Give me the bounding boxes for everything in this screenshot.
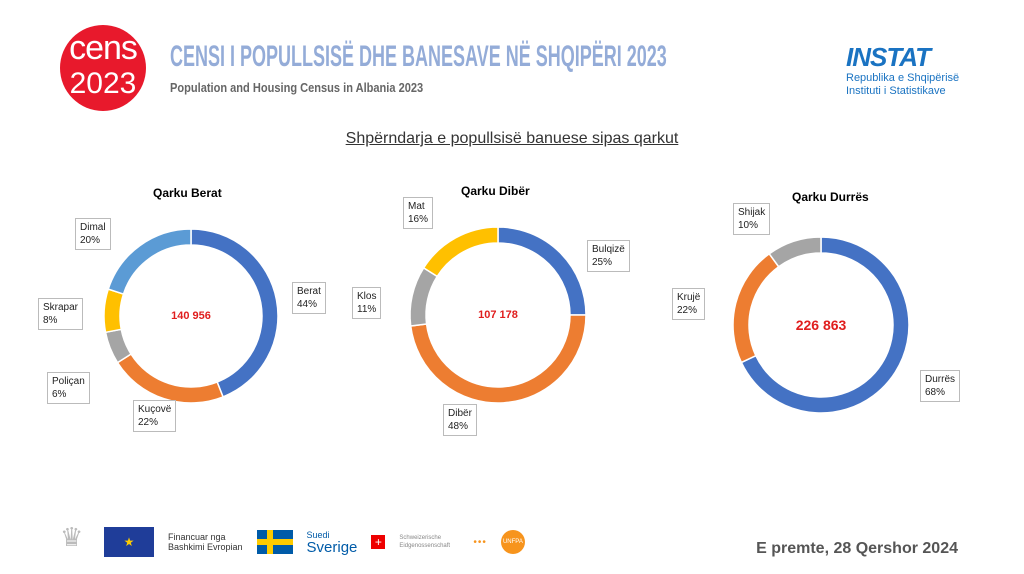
slice-percent: 8% xyxy=(43,315,58,326)
header-subtitle: Population and Housing Census in Albania… xyxy=(170,80,424,95)
slice-name: Poliçan xyxy=(52,376,85,387)
partner-logos: ♛ ★ Financuar nga Bashkimi Evropian Suedi… xyxy=(60,522,525,562)
slice-label: Mat 16% xyxy=(403,197,434,229)
instat-line2: Instituti i Statistikave xyxy=(846,85,946,97)
donut-slice-mat xyxy=(422,226,499,278)
chart-title: Qarku Berat xyxy=(153,186,222,200)
eu-text-line1: Financuar nga xyxy=(168,532,226,542)
slice-label: Shijak 10% xyxy=(733,203,771,235)
donut-slice-dimal xyxy=(107,228,192,296)
instat-name: INSTAT xyxy=(846,42,931,72)
donut-slice-kuçovë xyxy=(116,353,225,404)
donut-slice-krujë xyxy=(732,252,780,364)
slice-label: Krujë 22% xyxy=(672,288,706,320)
slice-name: Krujë xyxy=(677,292,701,303)
slice-name: Durrës xyxy=(925,374,956,385)
slice-percent: 25% xyxy=(592,257,613,268)
logo-year: 2023 xyxy=(69,67,137,100)
slice-name: Klos xyxy=(357,291,377,302)
unfpa-logo: UNFPA xyxy=(500,530,525,554)
slice-name: Shijak xyxy=(738,207,766,218)
slice-label: Dibër 48% xyxy=(443,404,477,436)
chart-total: 140 956 xyxy=(171,310,211,322)
slice-label: Bulqizë 25% xyxy=(587,240,630,272)
donut-slice-durrës xyxy=(740,236,910,414)
header-title: CENSI I POPULLSISË DHE BANESAVE NË SHQIP… xyxy=(170,40,667,73)
swiss-flag-icon: + xyxy=(371,535,386,549)
slice-percent: 16% xyxy=(408,214,429,225)
logo-text: cens xyxy=(69,29,138,67)
unfpa-dots-icon: ••• xyxy=(473,536,487,548)
eu-text: Financuar nga Bashkimi Evropian xyxy=(168,532,243,552)
instat-line1: Republika e Shqipërisë xyxy=(846,72,960,84)
sweden-text: Suedi Sverige xyxy=(307,530,358,555)
slice-percent: 22% xyxy=(677,305,698,316)
cens-logo: cens 2023 xyxy=(60,25,146,111)
chart-total: 226 863 xyxy=(795,317,847,333)
main-title-text: Shpërndarja e popullsisë banuese sipas q… xyxy=(345,130,679,147)
donut-slice-bulqizë xyxy=(497,226,587,316)
eu-flag-icon: ★ xyxy=(104,527,154,557)
slice-label: Durrës 68% xyxy=(920,370,961,402)
slice-percent: 11% xyxy=(357,304,377,315)
slice-label: Dimal 20% xyxy=(75,218,111,250)
sweden-flag-icon xyxy=(256,530,293,554)
slice-percent: 68% xyxy=(925,387,946,398)
eu-text-line2: Bashkimi Evropian xyxy=(168,542,243,552)
slice-percent: 22% xyxy=(138,417,159,428)
instat-logo: INSTAT Republika e Shqipërisë Instituti … xyxy=(846,42,959,98)
slice-percent: 10% xyxy=(738,220,759,231)
slice-name: Bulqizë xyxy=(592,244,625,255)
slice-name: Kuçovë xyxy=(138,404,172,415)
slice-percent: 44% xyxy=(297,299,318,310)
slice-name: Dimal xyxy=(80,222,106,233)
slice-percent: 48% xyxy=(448,421,469,432)
donut-slice-dibër xyxy=(409,314,587,404)
chart-title: Qarku Durrës xyxy=(792,190,869,204)
slice-label: Skrapar 8% xyxy=(38,298,84,330)
sweden-text-line2: Sverige xyxy=(306,538,358,556)
donut-slice-shijak xyxy=(768,236,822,268)
donut-slice-skrapar xyxy=(103,288,125,334)
slice-label: Klos 11% xyxy=(352,287,382,319)
sweden-text-line1: Suedi xyxy=(306,529,330,540)
swiss-text: Schweizerische Eidgenossenschaft xyxy=(399,535,451,549)
slice-name: Berat xyxy=(297,286,321,297)
slice-percent: 6% xyxy=(52,389,67,400)
slice-name: Mat xyxy=(408,201,425,212)
slice-label: Berat 44% xyxy=(292,282,326,314)
chart-total: 107 178 xyxy=(478,309,518,321)
donut-slice-klos xyxy=(409,266,439,327)
slice-label: Poliçan 6% xyxy=(47,372,90,404)
main-title: Shpërndarja e popullsisë banuese sipas q… xyxy=(0,130,1024,148)
chart-title: Qarku Dibër xyxy=(461,184,530,198)
slice-name: Dibër xyxy=(448,408,472,419)
slice-label: Kuçovë 22% xyxy=(133,400,177,432)
albania-emblem-icon: ♛ xyxy=(60,522,84,552)
slice-name: Skrapar xyxy=(43,302,79,313)
date: E premte, 28 Qershor 2024 xyxy=(756,540,958,557)
slice-percent: 20% xyxy=(80,235,101,246)
